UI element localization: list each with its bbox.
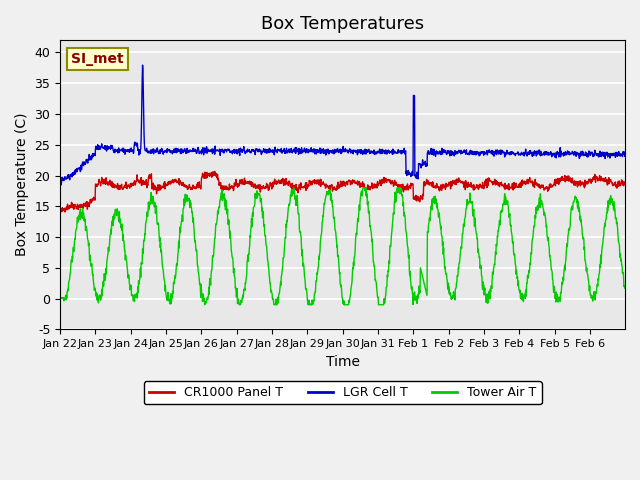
LGR Cell T <box>56 178 64 183</box>
Line: CR1000 Panel T: CR1000 Panel T <box>60 171 625 212</box>
CR1000 Panel T <box>559 178 567 183</box>
Line: LGR Cell T: LGR Cell T <box>60 65 625 185</box>
CR1000 Panel T <box>328 188 336 194</box>
CR1000 Panel T <box>477 184 484 190</box>
Tower Air T <box>56 296 64 301</box>
CR1000 Panel T <box>621 182 629 188</box>
CR1000 Panel T <box>57 209 65 215</box>
Tower Air T <box>614 238 622 244</box>
LGR Cell T <box>559 150 567 156</box>
Line: Tower Air T: Tower Air T <box>60 188 625 305</box>
LGR Cell T <box>58 182 65 188</box>
X-axis label: Time: Time <box>326 355 360 369</box>
Y-axis label: Box Temperature (C): Box Temperature (C) <box>15 113 29 256</box>
CR1000 Panel T <box>614 180 622 186</box>
Title: Box Temperatures: Box Temperatures <box>261 15 424 33</box>
Tower Air T <box>621 285 629 290</box>
LGR Cell T <box>621 149 629 155</box>
LGR Cell T <box>477 150 484 156</box>
LGR Cell T <box>318 150 326 156</box>
LGR Cell T <box>139 62 147 68</box>
Tower Air T <box>477 263 484 268</box>
LGR Cell T <box>614 153 622 158</box>
LGR Cell T <box>328 147 336 153</box>
Tower Air T <box>317 231 325 237</box>
LGR Cell T <box>145 149 153 155</box>
Tower Air T <box>359 185 367 191</box>
Tower Air T <box>145 199 152 205</box>
Text: SI_met: SI_met <box>72 52 124 66</box>
Tower Air T <box>328 197 336 203</box>
Tower Air T <box>559 274 567 280</box>
Tower Air T <box>201 302 209 308</box>
CR1000 Panel T <box>56 209 64 215</box>
CR1000 Panel T <box>318 180 326 186</box>
Legend: CR1000 Panel T, LGR Cell T, Tower Air T: CR1000 Panel T, LGR Cell T, Tower Air T <box>143 381 541 404</box>
CR1000 Panel T <box>211 168 218 174</box>
CR1000 Panel T <box>145 173 153 179</box>
